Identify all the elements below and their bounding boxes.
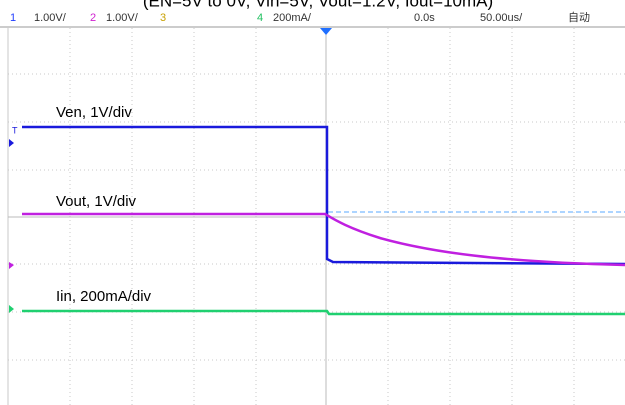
trigger-marker: T — [12, 125, 18, 135]
trigger-pos — [320, 28, 332, 35]
iin-trace — [22, 309, 625, 316]
status-bar — [0, 10, 625, 26]
ven-label: Ven, 1V/div — [56, 104, 132, 121]
ch2-num: 2 — [90, 12, 96, 24]
time-scale: 50.00us/ — [480, 12, 523, 24]
ch4-marker — [9, 305, 14, 313]
iin-label: Iin, 200mA/div — [56, 288, 152, 305]
time-offset: 0.0s — [414, 12, 435, 24]
ven-trace — [22, 125, 625, 266]
ch4-scale: 200mA/ — [273, 12, 312, 24]
ch1-scale: 1.00V/ — [34, 12, 67, 24]
ch2-scale: 1.00V/ — [106, 12, 139, 24]
ch4-num: 4 — [257, 12, 263, 24]
ch1-num: 1 — [10, 12, 16, 24]
ch1-marker — [9, 139, 14, 147]
ch2-marker — [9, 262, 14, 269]
vout-trace — [22, 212, 625, 267]
ch3-num: 3 — [160, 12, 166, 24]
title: (EN=5V to 0V, Vin=5V, Vout=1.2V, Iout=10… — [143, 0, 493, 10]
trigger-mode: 自动 — [568, 11, 590, 24]
vout-label: Vout, 1V/div — [56, 193, 137, 210]
